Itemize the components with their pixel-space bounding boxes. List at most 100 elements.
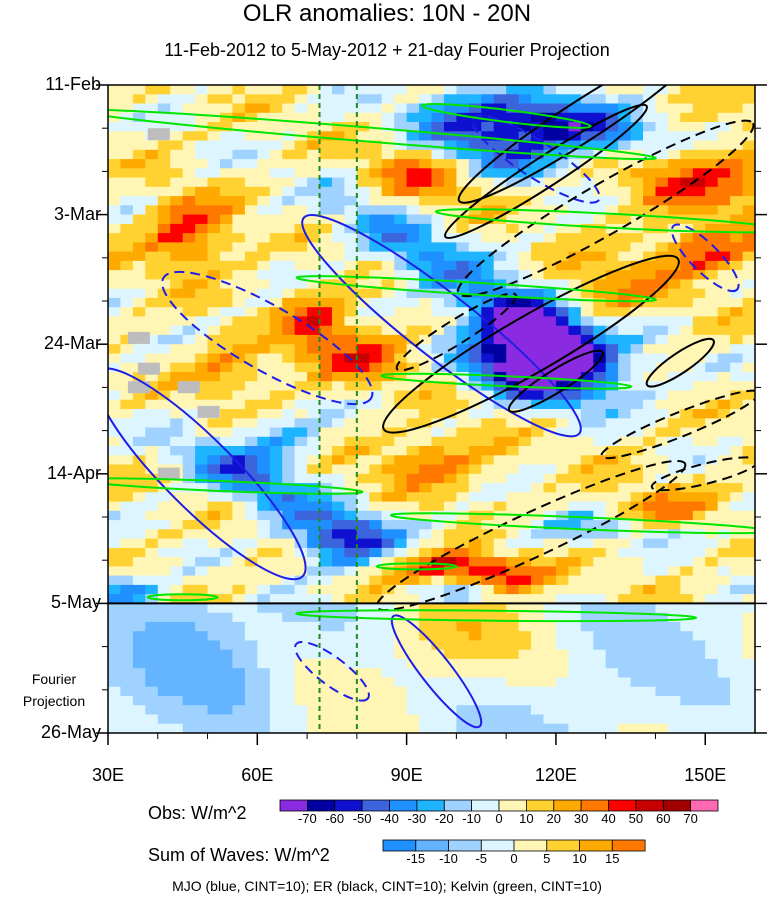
mjo-contour [390,614,483,729]
mjo-contour [108,367,307,581]
y-tick-label: 3-Mar [53,203,101,224]
colorbar-swatch [690,799,719,812]
mjo-contour [294,641,370,702]
colorbar-swatch [415,839,449,852]
colorbar-swatch [448,839,482,852]
colorbar-tick-label: 10 [572,851,587,866]
colorbar-tick-label: -60 [325,811,345,826]
kelvin-contour [108,477,364,495]
x-tick-label: 120E [534,765,577,785]
chart-title: OLR anomalies: 10N - 20N [242,0,532,27]
er-contour [395,292,518,372]
er-contour [650,456,755,492]
colorbar-tick-label: 0 [495,811,503,826]
colorbar-swatch [608,799,637,812]
olr-anomaly-field [108,85,755,733]
colorbar-swatch [389,799,418,812]
er-contour [507,349,604,413]
obs-colorbar-label: Obs: W/m^2 [148,803,247,823]
y-tick-label: 26-May [40,722,101,742]
kelvin-contour [146,593,219,602]
mjo-contour [471,114,601,204]
colorbar-tick-label: 15 [605,851,620,866]
y-tick-label: 24-Mar [43,333,101,354]
er-contour [645,337,715,388]
mjo-contour [301,214,582,438]
colorbar-swatch [580,799,609,812]
kelvin-contour [434,208,755,234]
kelvin-contour [375,562,458,571]
colorbar-swatch [662,799,692,812]
colorbar-swatch [546,839,580,852]
mjo-contour [670,223,740,293]
er-contour [456,119,755,298]
er-contour [444,103,648,239]
missing-data-patch [127,381,150,394]
colorbar-tick-label: -20 [434,811,454,826]
colorbar-tick-label: 60 [656,811,671,826]
projection-label: Fourier Projection [22,671,86,709]
axis-ticks [96,84,767,745]
x-tick-label: 150E [684,765,727,785]
missing-data-patch [197,405,220,418]
er-contour [382,254,680,434]
colorbar-tick-label: 20 [546,811,561,826]
x-tick-label: 30E [91,765,125,785]
obs-colorbar [279,799,719,812]
colorbar-swatch [526,799,555,812]
colorbar-tick-label: -15 [406,851,426,866]
colorbar-tick-label: 10 [519,811,534,826]
chart-subtitle: 11-Feb-2012 to 5-May-2012 + 21-day Fouri… [164,40,610,60]
missing-data-patch [127,331,150,344]
colorbar-swatch [635,799,664,812]
wave-contours [108,85,755,729]
colorbar-swatch [513,839,548,852]
colorbar-swatch [443,799,473,812]
colorbar-tick-label: -70 [297,811,317,826]
colorbar-tick-label: 70 [683,811,698,826]
er-contour [600,389,755,460]
colorbar-tick-label: -10 [439,851,458,866]
kelvin-contour [420,102,592,129]
colorbar-tick-label: 50 [628,811,644,826]
plot-frame [107,84,756,734]
colorbar-swatch [480,839,515,852]
colorbar-swatch [361,799,390,812]
colorbar-tick-label: -30 [407,811,427,826]
colorbar-swatch [382,839,417,852]
colorbar-tick-label: 0 [510,851,518,866]
waves-colorbar [382,839,646,852]
mjo-contour [161,270,374,406]
colorbar-swatch [306,799,336,812]
colorbar-tick-label: 5 [543,851,551,866]
colorbar-tick-label: 40 [601,811,616,826]
kelvin-contour [389,512,755,535]
colorbar-swatch [611,839,646,852]
colorbar-swatch [279,799,308,812]
colorbar-swatch [416,799,445,812]
er-contour [375,459,687,612]
colorbar-tick-label: 30 [573,811,589,826]
colorbar-tick-label: -10 [462,811,482,826]
kelvin-contour [295,275,657,303]
x-tick-label: 90E [390,765,423,785]
kelvin-contour [380,372,633,390]
colorbar-swatch [498,799,527,812]
x-tick-label: 60E [241,765,274,785]
kelvin-contour [108,108,657,161]
missing-data-patch [147,128,170,141]
missing-data-patch [157,467,180,480]
colorbar-tick-label: -40 [380,811,399,826]
colorbar-tick-label: -50 [352,811,372,826]
colorbar-swatch [579,839,613,852]
y-tick-label: 11-Feb [45,74,101,94]
waves-colorbar-label: Sum of Waves: W/m^2 [148,845,330,865]
kelvin-contour [295,609,698,623]
reference-lines [108,85,755,733]
missing-data-patch [177,381,200,394]
missing-data-patch [137,362,160,375]
colorbar-swatch [553,799,582,812]
y-tick-label: 5-May [50,592,101,613]
colorbar-swatch [471,799,500,812]
wave-legend-footer: MJO (blue, CINT=10); ER (black, CINT=10)… [172,878,602,894]
